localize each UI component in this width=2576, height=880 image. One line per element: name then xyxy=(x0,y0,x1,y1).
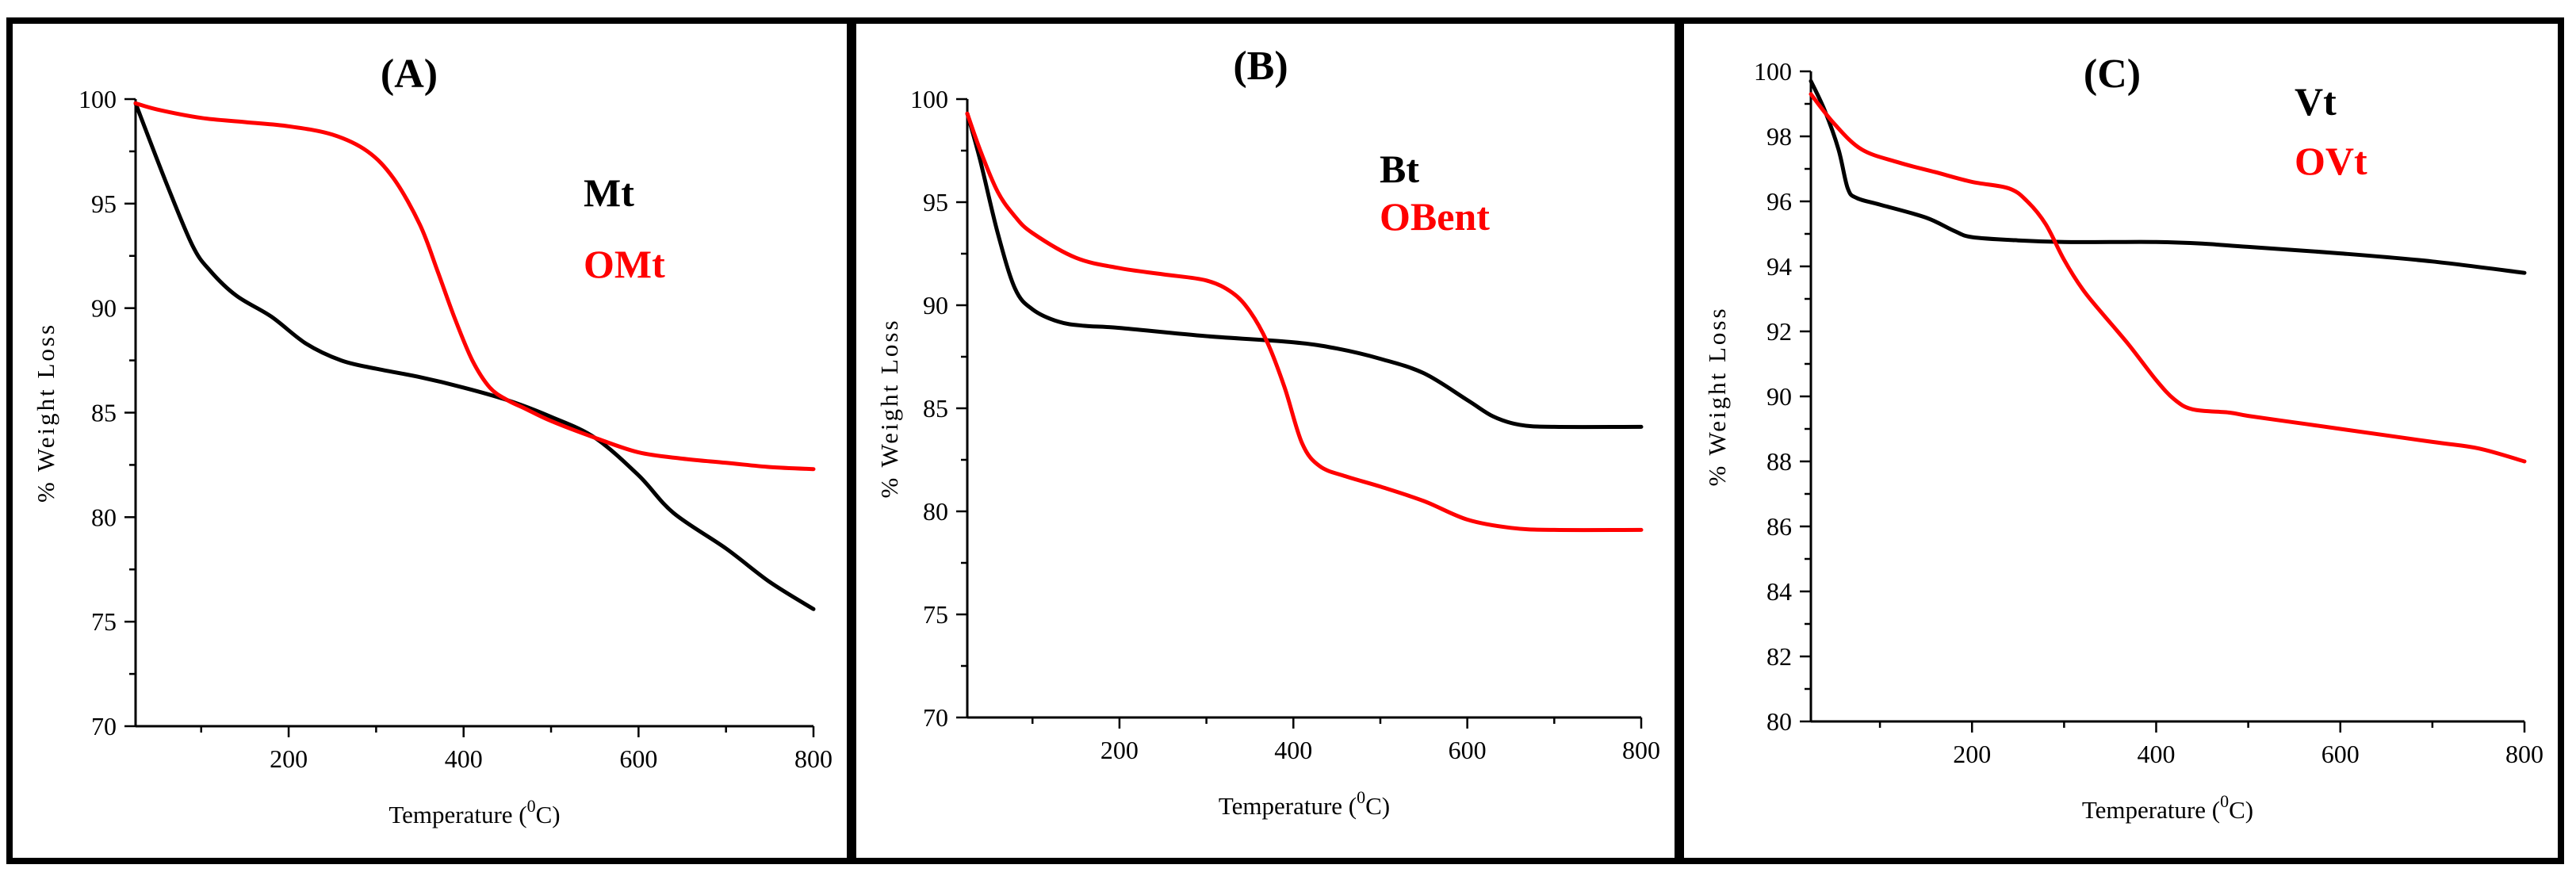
chart-a-ytick-label: 85 xyxy=(91,399,117,427)
chart-b-legend-bt: Bt xyxy=(1380,147,1419,191)
chart-c-xtick-label: 600 xyxy=(2321,740,2360,768)
chart-c-svg: 80 82 84 86 88 90 92 94 96 98 100 200 400 600 800 Tempe… xyxy=(1703,52,2543,824)
chart-a-xtick-label: 600 xyxy=(619,744,657,773)
chart-a-y-label: % Weight Loss xyxy=(32,323,59,503)
chart-a-legend-omt: OMt xyxy=(584,242,665,286)
chart-c-ytick-label: 86 xyxy=(1766,512,1792,541)
chart-a-svg: 70 75 80 85 90 95 100 200 400 600 800 Temperature (… xyxy=(32,52,833,828)
chart-c-ytick-label: 96 xyxy=(1766,187,1792,216)
chart-a-x-label: Temperature (0C) xyxy=(389,796,560,828)
chart-b-series-obent-line xyxy=(965,111,1644,533)
chart-a-ytick-label: 80 xyxy=(91,503,117,531)
chart-a-ytick-label: 70 xyxy=(91,712,117,740)
chart-b-ytick-label: 100 xyxy=(910,85,948,113)
chart-b-svg: 70 75 80 85 90 95 100 200 400 600 800 Temperature (… xyxy=(875,44,1660,820)
chart-c-ytick-label: 100 xyxy=(1754,57,1792,86)
chart-c-y-label: % Weight Loss xyxy=(1703,306,1731,486)
chart-b-xtick-label: 400 xyxy=(1274,736,1312,764)
chart-c-xtick-label: 800 xyxy=(2505,740,2543,768)
panel-a: 70 75 80 85 90 95 100 200 400 600 800 Temperature (… xyxy=(6,17,853,864)
chart-b-y-label: % Weight Loss xyxy=(875,318,903,498)
chart-c-legend-ovt: OVt xyxy=(2295,139,2367,183)
chart-a-ytick-label: 90 xyxy=(91,294,117,323)
chart-a-ytick-label: 100 xyxy=(78,85,117,113)
chart-a-legend-mt: Mt xyxy=(584,170,634,215)
panel-b: 70 75 80 85 90 95 100 200 400 600 800 Temperature (… xyxy=(850,17,1681,864)
chart-c-series-vt-line xyxy=(1809,78,2527,275)
chart-c-ytick-label: 82 xyxy=(1766,642,1792,671)
chart-c-ytick-label: 90 xyxy=(1766,382,1792,411)
chart-c-legend-vt: Vt xyxy=(2295,79,2337,124)
chart-c-ytick-label: 84 xyxy=(1766,577,1792,606)
chart-b-panel-title: (B) xyxy=(1233,44,1288,89)
chart-b-xtick-label: 200 xyxy=(1100,736,1139,764)
panel-c: 80 82 84 86 88 90 92 94 96 98 100 200 400 600 800 Tempe… xyxy=(1678,17,2564,864)
chart-a-series-omt-line xyxy=(133,101,816,472)
chart-b-xtick-label: 800 xyxy=(1622,736,1660,764)
chart-c-series-ovt-line xyxy=(1809,92,2527,464)
chart-c-ytick-label: 88 xyxy=(1766,447,1792,476)
chart-a-xtick-label: 400 xyxy=(445,744,483,773)
chart-a-panel-title: (A) xyxy=(381,52,438,97)
chart-c-x-label: Temperature (0C) xyxy=(2082,791,2253,824)
chart-b-x-label: Temperature (0C) xyxy=(1219,787,1390,820)
chart-c-ytick-label: 98 xyxy=(1766,122,1792,151)
chart-b-legend-obent: OBent xyxy=(1380,194,1490,239)
chart-b-ytick-label: 95 xyxy=(923,188,948,216)
chart-a-xtick-label: 200 xyxy=(270,744,308,773)
chart-a-xtick-label: 800 xyxy=(794,744,833,773)
chart-c-ytick-label: 80 xyxy=(1766,707,1792,736)
chart-c-ytick-label: 92 xyxy=(1766,317,1792,346)
chart-c-ytick-label: 94 xyxy=(1766,252,1792,281)
chart-b-series-bt-line xyxy=(965,111,1644,430)
chart-c-panel-title: (C) xyxy=(2084,52,2141,97)
chart-a-series-mt-line xyxy=(133,101,816,611)
chart-a-ytick-label: 75 xyxy=(91,607,117,636)
chart-b-ytick-label: 90 xyxy=(923,291,948,319)
chart-b-ytick-label: 80 xyxy=(923,497,948,526)
chart-b-ytick-label: 75 xyxy=(923,600,948,629)
chart-c-xtick-label: 400 xyxy=(2137,740,2175,768)
chart-c-xtick-label: 200 xyxy=(1953,740,1991,768)
chart-a-ytick-label: 95 xyxy=(91,189,117,218)
chart-b-ytick-label: 70 xyxy=(923,703,948,732)
chart-b-xtick-label: 600 xyxy=(1449,736,1487,764)
chart-b-ytick-label: 85 xyxy=(923,394,948,423)
